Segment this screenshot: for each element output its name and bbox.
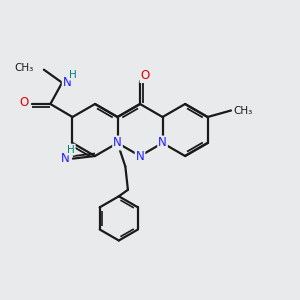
Text: O: O — [140, 69, 150, 82]
Text: N: N — [113, 136, 122, 149]
Text: N: N — [61, 152, 69, 165]
Text: N: N — [136, 149, 144, 163]
Text: N: N — [63, 76, 71, 89]
Text: CH₃: CH₃ — [233, 106, 252, 116]
Text: H: H — [69, 70, 77, 80]
Text: N: N — [158, 136, 167, 149]
Text: H: H — [67, 145, 75, 154]
Text: O: O — [20, 95, 29, 109]
Text: CH₃: CH₃ — [15, 63, 34, 73]
